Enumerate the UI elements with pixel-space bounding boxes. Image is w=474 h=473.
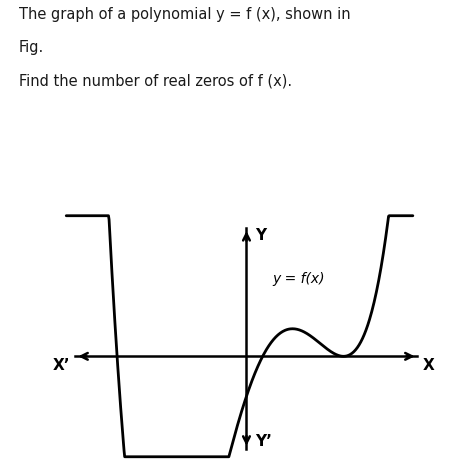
- Text: Fig.: Fig.: [19, 40, 44, 55]
- Text: Y’: Y’: [255, 434, 272, 448]
- Text: y = f(x): y = f(x): [272, 272, 324, 287]
- Text: Find the number of real zeros of f (x).: Find the number of real zeros of f (x).: [19, 73, 292, 88]
- Text: Y: Y: [255, 228, 266, 243]
- Text: X’: X’: [53, 358, 70, 373]
- Text: X: X: [423, 358, 435, 373]
- Text: The graph of a polynomial y = f (x), shown in: The graph of a polynomial y = f (x), sho…: [19, 7, 351, 22]
